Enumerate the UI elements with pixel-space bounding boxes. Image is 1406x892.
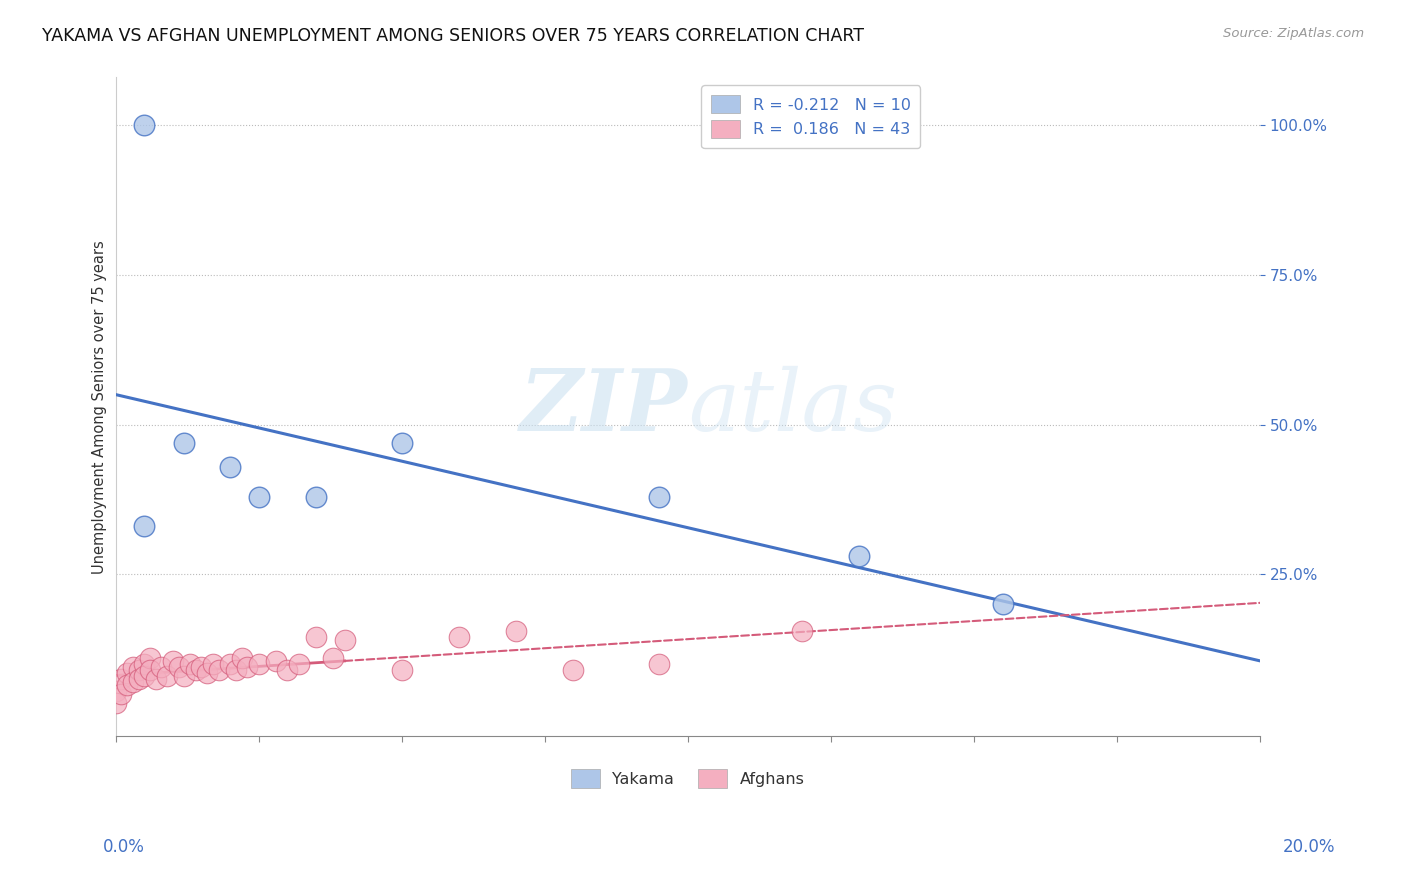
Point <box>848 549 870 564</box>
Text: 20.0%: 20.0% <box>1284 838 1336 856</box>
Point <box>236 660 259 674</box>
Point <box>219 459 242 474</box>
Point <box>134 119 156 133</box>
Point <box>305 630 328 644</box>
Point <box>247 657 270 672</box>
Point <box>201 657 224 672</box>
Point <box>333 633 356 648</box>
Point <box>391 435 413 450</box>
Point <box>648 657 671 672</box>
Point <box>150 660 173 674</box>
Point <box>562 663 585 677</box>
Point <box>128 663 150 677</box>
Point <box>145 672 167 686</box>
Point <box>134 519 156 533</box>
Point <box>208 663 231 677</box>
Point <box>792 624 814 639</box>
Point <box>139 651 162 665</box>
Point <box>305 490 328 504</box>
Point <box>173 669 195 683</box>
Point <box>179 657 201 672</box>
Point <box>115 666 138 681</box>
Point <box>276 663 298 677</box>
Point <box>162 654 184 668</box>
Point <box>121 660 143 674</box>
Point <box>322 651 344 665</box>
Point <box>505 624 527 639</box>
Point <box>447 630 470 644</box>
Point <box>173 435 195 450</box>
Point <box>190 660 212 674</box>
Point <box>115 678 138 692</box>
Text: 0.0%: 0.0% <box>103 838 145 856</box>
Point <box>991 597 1014 611</box>
Text: ZIP: ZIP <box>520 365 688 449</box>
Point <box>121 675 143 690</box>
Point <box>195 666 218 681</box>
Point <box>110 672 132 686</box>
Point <box>104 696 127 710</box>
Point <box>134 657 156 672</box>
Point <box>167 660 190 674</box>
Point <box>219 657 242 672</box>
Point <box>287 657 309 672</box>
Point <box>104 684 127 698</box>
Point <box>225 663 247 677</box>
Text: YAKAMA VS AFGHAN UNEMPLOYMENT AMONG SENIORS OVER 75 YEARS CORRELATION CHART: YAKAMA VS AFGHAN UNEMPLOYMENT AMONG SENI… <box>42 27 865 45</box>
Point <box>247 490 270 504</box>
Point <box>391 663 413 677</box>
Point <box>128 672 150 686</box>
Text: Source: ZipAtlas.com: Source: ZipAtlas.com <box>1223 27 1364 40</box>
Point <box>110 687 132 701</box>
Point <box>231 651 253 665</box>
Point <box>134 669 156 683</box>
Point <box>139 663 162 677</box>
Text: atlas: atlas <box>688 366 897 448</box>
Legend: Yakama, Afghans: Yakama, Afghans <box>565 763 811 794</box>
Point <box>648 490 671 504</box>
Point <box>156 669 179 683</box>
Point <box>184 663 207 677</box>
Y-axis label: Unemployment Among Seniors over 75 years: Unemployment Among Seniors over 75 years <box>93 240 107 574</box>
Point <box>264 654 287 668</box>
